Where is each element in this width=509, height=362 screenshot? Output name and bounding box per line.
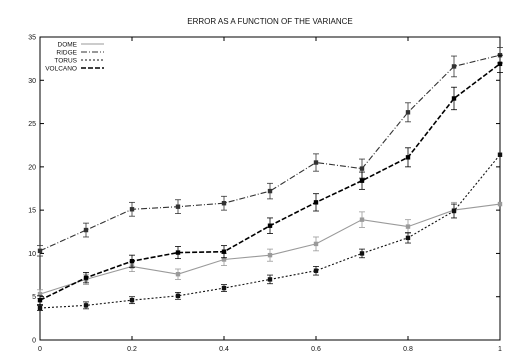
data-point-dome [267,252,273,258]
data-point-volcano [83,275,89,280]
x-tick-label: 0.2 [127,346,137,353]
data-point-dome [221,257,227,262]
data-point-volcano [37,297,43,303]
x-tick-label: 0 [38,346,42,353]
x-tick-label: 1 [498,346,502,353]
chart-title: ERROR AS A FUNCTION OF THE VARIANCE [187,17,353,26]
data-point-torus [37,305,43,311]
y-tick-label: 25 [28,121,36,128]
y-tick-label: 15 [28,208,36,215]
plot-border [39,36,501,341]
data-point-volcano [405,155,411,160]
y-tick-label: 30 [28,78,36,85]
data-point-ridge [267,188,273,194]
data-point-ridge [175,204,181,209]
data-point-dome [313,241,319,247]
data-point-dome [359,217,365,222]
legend-label-torus: TORUS [54,58,77,65]
y-tick-label: 20 [28,164,36,171]
data-point-ridge [405,110,411,115]
legend-label-volcano: VOLCANO [45,66,77,73]
data-point-dome [175,272,181,277]
y-tick-label: 0 [32,338,36,345]
y-tick-label: 5 [32,294,36,301]
data-point-torus [267,277,273,282]
x-tick-label: 0.8 [403,346,413,353]
data-point-ridge [83,227,89,233]
y-tick-label: 35 [28,35,36,42]
data-point-ridge [313,160,319,165]
data-point-torus [129,297,135,303]
data-point-torus [359,251,365,256]
data-point-volcano [221,249,227,254]
data-point-volcano [451,96,457,101]
data-point-volcano [267,223,273,228]
data-point-dome [497,201,503,207]
legend-label-dome: DOME [58,42,78,49]
data-point-torus [313,268,319,273]
x-tick-label: 0.4 [219,346,229,353]
data-point-torus [221,285,227,291]
data-point-dome [37,291,43,297]
data-point-volcano [359,178,365,183]
y-tick-label: 10 [28,251,36,258]
data-point-dome [405,224,411,229]
data-point-ridge [37,248,43,254]
data-point-ridge [129,207,135,212]
plot-area: 0 5 10 15 20 25 30 35 0 0.2 0.4 0.6 0.8 1 [28,35,503,353]
legend-label-ridge: RIDGE [56,50,77,57]
data-point-ridge [451,64,457,69]
data-point-torus [83,303,89,308]
x-tick-label: 0.6 [311,346,321,353]
data-point-torus [405,235,411,241]
data-point-volcano [313,200,319,205]
data-point-ridge [221,201,227,206]
data-point-volcano [129,259,135,264]
data-point-torus [497,152,503,157]
data-point-volcano [497,61,503,67]
data-point-volcano [175,250,181,255]
data-point-ridge [359,166,365,171]
data-point-torus [175,293,181,299]
data-point-torus [451,208,457,214]
